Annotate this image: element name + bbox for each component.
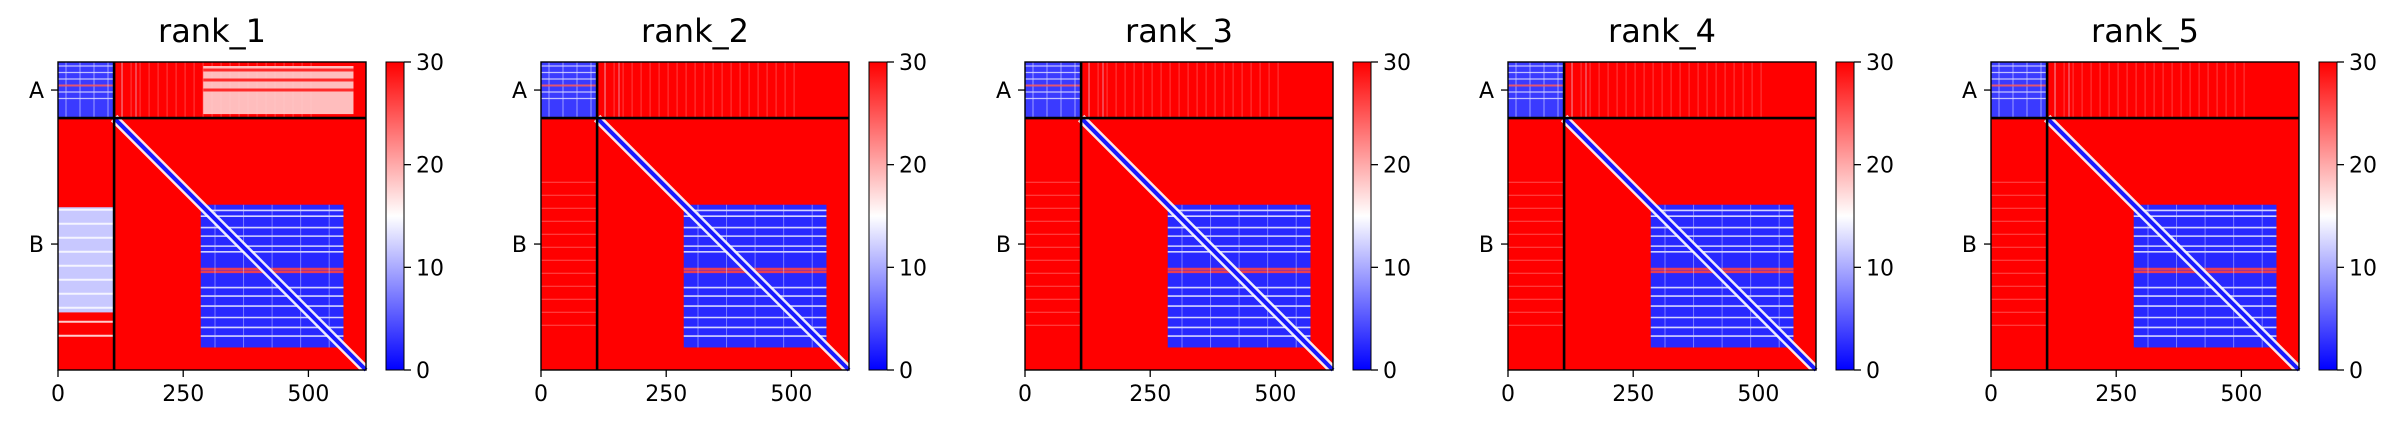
pae-panel-2: rank_2 0 250 500 A B 0 10 20 30 — [512, 12, 927, 407]
colorbar-tick-label: 20 — [416, 154, 444, 179]
colorbar-tick-label: 30 — [899, 51, 927, 76]
x-tick-label: 0 — [534, 382, 548, 407]
diagonal — [2045, 116, 2301, 372]
colorbar — [385, 61, 405, 371]
x-tick-label: 250 — [162, 382, 204, 407]
chain-label: B — [996, 233, 1011, 258]
axes-frame — [1024, 61, 1334, 371]
x-tick-label: 500 — [1737, 382, 1779, 407]
inter-chain-low-region — [58, 207, 115, 313]
panel-title: rank_4 — [1608, 12, 1716, 50]
x-tick-label: 0 — [1018, 382, 1032, 407]
panel-title: rank_2 — [641, 12, 749, 50]
chain-label: A — [512, 79, 527, 104]
colorbar-tick-label: 20 — [2349, 154, 2377, 179]
x-tick-label: 250 — [1612, 382, 1654, 407]
colorbar-tick-label: 20 — [1383, 154, 1411, 179]
chain-a-self-block — [1508, 62, 1565, 119]
chain-label: B — [29, 233, 44, 258]
colorbar — [1352, 61, 1372, 371]
x-tick-label: 500 — [287, 382, 329, 407]
colorbar-tick-label: 30 — [1866, 51, 1894, 76]
inter-chain-texture — [1025, 172, 1082, 363]
diagonal — [595, 116, 851, 372]
colorbar-tick-label: 10 — [416, 256, 444, 281]
chain-label: B — [1479, 233, 1494, 258]
x-tick-label: 500 — [1254, 382, 1296, 407]
x-tick-label: 0 — [1501, 382, 1515, 407]
chain-label: B — [1962, 233, 1977, 258]
diagonal — [1562, 116, 1818, 372]
x-tick-label: 250 — [1129, 382, 1171, 407]
inter-chain-texture — [1991, 172, 2048, 363]
chain-label: A — [996, 79, 1011, 104]
pae-panel-1: rank_1 0 250 500 A B 0 10 20 30 — [29, 12, 444, 407]
chain-a-self-block — [541, 62, 598, 119]
pae-panel-5: rank_5 0 250 500 A B 0 10 20 30 — [1962, 12, 2377, 407]
axes-frame — [1990, 61, 2300, 371]
pae-panel-3: rank_3 0 250 500 A B 0 10 20 30 — [996, 12, 1411, 407]
chain-a-self-block — [58, 62, 115, 119]
x-tick-label: 0 — [1984, 382, 1998, 407]
diagonal — [112, 116, 368, 372]
colorbar-tick-label: 10 — [1866, 256, 1894, 281]
colorbar-tick-label: 0 — [1383, 359, 1397, 384]
panel-title: rank_1 — [158, 12, 266, 50]
colorbar-tick-label: 0 — [1866, 359, 1880, 384]
colorbar — [868, 61, 888, 371]
x-tick-label: 250 — [645, 382, 687, 407]
chain-a-self-block — [1991, 62, 2048, 119]
inter-chain-texture — [1508, 172, 1565, 363]
x-tick-label: 500 — [2220, 382, 2262, 407]
x-tick-label: 250 — [2095, 382, 2137, 407]
axes-frame — [1507, 61, 1817, 371]
colorbar — [1835, 61, 1855, 371]
panel-title: rank_3 — [1125, 12, 1233, 50]
colorbar-tick-label: 20 — [1866, 154, 1894, 179]
x-tick-label: 500 — [770, 382, 812, 407]
colorbar-tick-label: 10 — [1383, 256, 1411, 281]
colorbar-tick-label: 0 — [2349, 359, 2363, 384]
colorbar — [2318, 61, 2338, 371]
colorbar-tick-label: 0 — [899, 359, 913, 384]
colorbar-tick-label: 20 — [899, 154, 927, 179]
chain-label: A — [1479, 79, 1494, 104]
chain-label: A — [29, 79, 44, 104]
colorbar-tick-label: 30 — [1383, 51, 1411, 76]
colorbar-tick-label: 10 — [899, 256, 927, 281]
colorbar-tick-label: 10 — [2349, 256, 2377, 281]
colorbar-tick-label: 30 — [416, 51, 444, 76]
diagonal — [1079, 116, 1335, 372]
chain-label: A — [1962, 79, 1977, 104]
colorbar-tick-label: 0 — [416, 359, 430, 384]
x-tick-label: 0 — [51, 382, 65, 407]
chain-label: B — [512, 233, 527, 258]
colorbar-tick-label: 30 — [2349, 51, 2377, 76]
inter-chain-texture — [541, 172, 598, 363]
pae-panel-4: rank_4 0 250 500 A B 0 10 20 30 — [1479, 12, 1894, 407]
chain-a-self-block — [1025, 62, 1082, 119]
axes-frame — [57, 61, 367, 371]
axes-frame — [540, 61, 850, 371]
panel-title: rank_5 — [2091, 12, 2199, 50]
